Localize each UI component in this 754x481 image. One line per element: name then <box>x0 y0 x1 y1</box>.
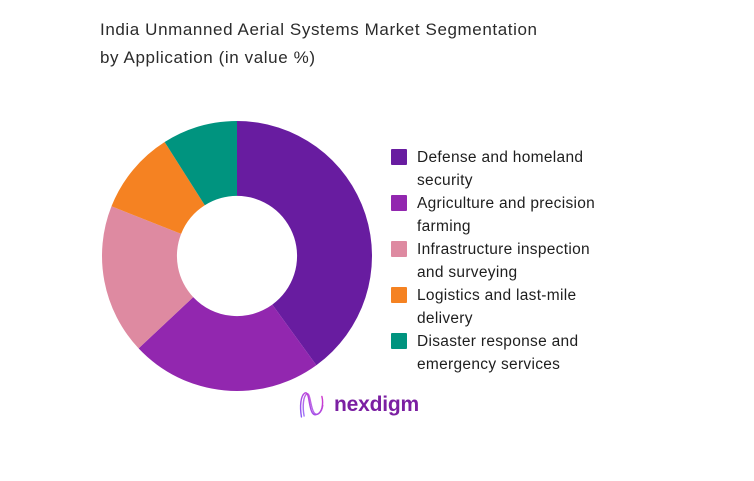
donut-chart <box>97 116 377 396</box>
legend-label: Logistics and last-mile delivery <box>417 287 577 327</box>
donut-segment-disaster-response-and-emergency-services <box>164 121 237 206</box>
nexdigm-logo: nexdigm <box>297 389 419 420</box>
chart-title-line1: India Unmanned Aerial Systems Market Seg… <box>100 20 538 39</box>
legend-item: Logistics and last-mile delivery <box>391 284 595 330</box>
legend-label: Defense and homeland security <box>417 149 584 189</box>
chart-title: India Unmanned Aerial Systems Market Seg… <box>100 16 680 72</box>
legend-swatch <box>391 195 407 211</box>
legend-swatch <box>391 241 407 257</box>
legend-label: Infrastructure inspection and surveying <box>417 241 590 281</box>
nexdigm-mark-icon <box>299 392 324 418</box>
donut-segment-agriculture-and-precision-farming <box>138 297 317 391</box>
chart-title-line2: by Application (in value %) <box>100 48 316 67</box>
legend-swatch <box>391 333 407 349</box>
chart-legend: Defense and homeland security Agriculture … <box>391 146 595 376</box>
donut-segment-defense-and-homeland-security <box>237 121 373 366</box>
nexdigm-wordmark: nexdigm <box>334 392 419 416</box>
legend-label: Agriculture and precision farming <box>417 195 596 235</box>
legend-item: Defense and homeland security <box>391 146 595 192</box>
donut-chart-svg <box>102 121 373 391</box>
legend-swatch <box>391 287 407 303</box>
legend-item: Disaster response and emergency services <box>391 330 595 376</box>
legend-label: Disaster response and emergency services <box>417 333 579 373</box>
legend-swatch <box>391 149 407 165</box>
donut-segment-logistics-and-last-mile-delivery <box>111 142 205 234</box>
legend-item: Agriculture and precision farming <box>391 192 595 238</box>
donut-segment-infrastructure-inspection-and-surveying <box>102 206 194 349</box>
legend-item: Infrastructure inspection and surveying <box>391 238 595 284</box>
